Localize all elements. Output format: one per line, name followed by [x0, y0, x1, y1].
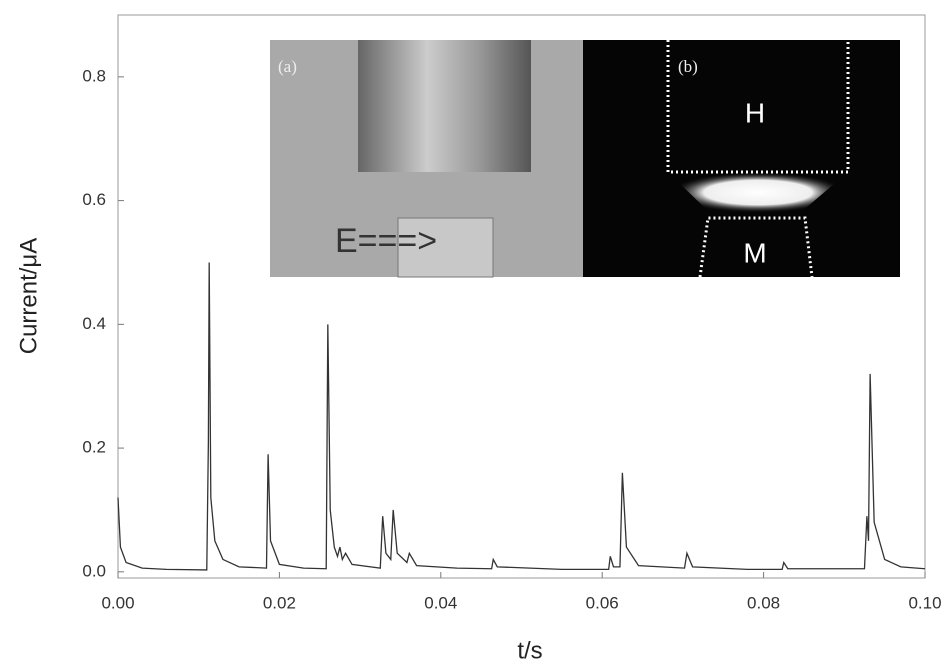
- x-tick-label: 0.10: [908, 593, 941, 612]
- x-tick-label: 0.04: [424, 593, 457, 612]
- plot-frame: [117, 14, 926, 579]
- x-tick-label: 0.06: [586, 593, 619, 612]
- inset-label: (b): [678, 57, 698, 76]
- annotation: H: [745, 97, 765, 128]
- x-tick-label: 0.02: [263, 593, 296, 612]
- y-tick-label: 0.6: [82, 190, 106, 209]
- inset-a: (a) E===>: [270, 40, 583, 278]
- data-line: [117, 262, 926, 571]
- y-tick-label: 0.2: [82, 438, 106, 457]
- annotation: M: [743, 237, 766, 268]
- y-tick-label: 0.4: [82, 314, 106, 333]
- annotation: E===>: [335, 222, 437, 260]
- inset-label: (a): [278, 57, 297, 76]
- x-axis-title: t/s: [517, 637, 542, 664]
- y-tick-label: 0.8: [82, 66, 106, 85]
- x-tick-label: 0.08: [747, 593, 780, 612]
- x-tick-label: 0.00: [101, 593, 134, 612]
- inset-b: (b) H M: [583, 40, 900, 278]
- y-axis-title: Current/μA: [15, 238, 42, 355]
- y-tick-label: 0.0: [82, 561, 106, 580]
